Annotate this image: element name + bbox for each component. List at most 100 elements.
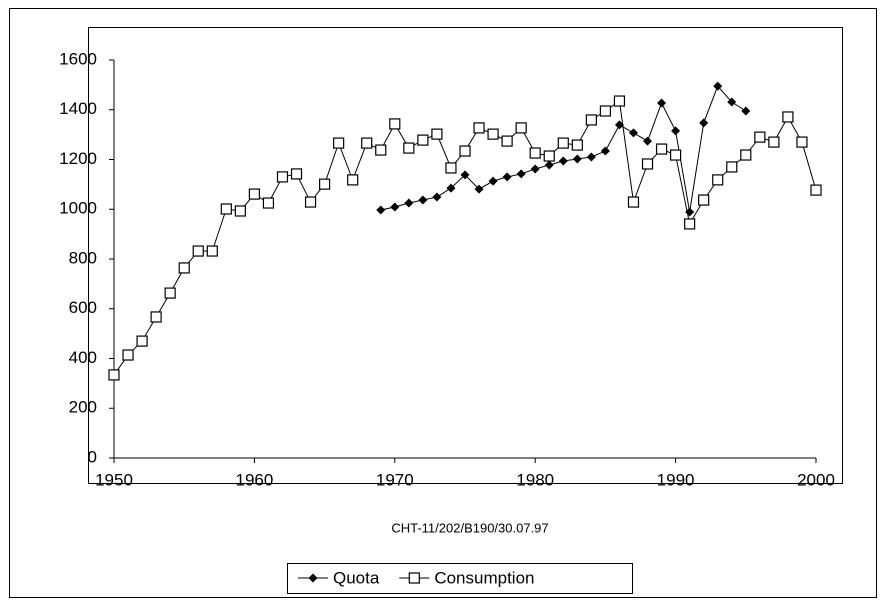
data-point — [754, 131, 766, 143]
data-point — [276, 171, 289, 183]
data-point — [741, 106, 751, 116]
y-tick-label: 1200 — [59, 149, 97, 168]
data-point — [361, 137, 373, 149]
legend — [287, 563, 633, 594]
data-point — [404, 198, 414, 208]
legend-marker — [308, 573, 318, 583]
data-point — [136, 335, 148, 347]
data-point — [768, 136, 780, 148]
data-point — [474, 184, 484, 194]
data-point — [557, 137, 569, 149]
data-point — [627, 196, 640, 208]
data-point — [108, 369, 120, 381]
x-tick-label: 1960 — [235, 470, 273, 489]
data-point — [727, 97, 737, 107]
y-tick-label: 200 — [69, 398, 97, 417]
data-point — [390, 202, 400, 212]
data-point — [782, 111, 794, 123]
data-point — [501, 135, 513, 147]
data-point — [473, 122, 485, 134]
plot-frame — [88, 27, 843, 484]
data-point — [586, 152, 596, 162]
x-tick-label: 1980 — [516, 470, 554, 489]
x-tick-label: 1970 — [376, 470, 414, 489]
data-point — [571, 139, 583, 151]
data-point — [726, 161, 738, 173]
y-tick-label: 800 — [69, 248, 97, 267]
legend-marker — [408, 572, 420, 584]
data-point — [389, 118, 401, 130]
data-point — [572, 154, 582, 164]
data-point — [684, 218, 696, 230]
data-point — [669, 149, 682, 161]
data-point — [304, 196, 317, 208]
data-point — [220, 203, 232, 215]
data-point — [599, 105, 612, 117]
data-point — [698, 194, 710, 206]
data-point — [529, 147, 541, 159]
data-point — [459, 145, 471, 157]
data-point — [122, 349, 134, 361]
data-point — [164, 287, 176, 299]
data-point — [375, 144, 387, 156]
data-point — [403, 142, 415, 154]
data-point — [699, 118, 709, 128]
data-point — [460, 170, 470, 180]
y-tick-label: 1000 — [59, 199, 97, 218]
data-point — [655, 143, 668, 155]
subtitle: CHT-11/202/B190/30.07.97 — [391, 520, 548, 535]
data-point — [178, 262, 190, 274]
data-point — [713, 81, 723, 91]
data-point — [628, 128, 638, 138]
data-point — [740, 149, 752, 161]
data-point — [585, 114, 597, 126]
y-tick-label: 400 — [69, 348, 97, 367]
data-point — [641, 158, 654, 170]
data-point — [487, 128, 499, 140]
data-point — [614, 120, 624, 130]
x-tick-label: 1950 — [95, 470, 133, 489]
y-tick-label: 600 — [69, 298, 97, 317]
legend-label: Quota — [333, 568, 380, 587]
data-point — [516, 169, 526, 179]
data-point — [319, 178, 331, 190]
data-point — [418, 195, 428, 205]
data-point — [796, 136, 808, 148]
data-point — [192, 245, 204, 257]
data-point — [417, 134, 429, 146]
data-point — [544, 160, 554, 170]
data-point — [347, 174, 359, 186]
data-point — [657, 98, 667, 108]
data-point — [515, 122, 527, 134]
data-point — [712, 174, 724, 186]
data-point — [810, 184, 822, 196]
data-point — [502, 172, 512, 182]
legend-label: Consumption — [434, 568, 534, 587]
y-tick-label: 1600 — [59, 49, 97, 68]
data-point — [613, 95, 626, 107]
data-point — [206, 245, 218, 257]
chart-frame — [9, 8, 877, 598]
y-tick-label: 1400 — [59, 99, 97, 118]
data-point — [431, 128, 443, 140]
data-point — [530, 164, 540, 174]
data-point — [150, 311, 162, 323]
data-point — [488, 176, 498, 186]
data-point — [543, 150, 555, 162]
data-point — [643, 136, 653, 146]
data-point — [671, 126, 681, 136]
data-point — [558, 156, 568, 166]
data-point — [234, 205, 246, 217]
data-point — [376, 205, 386, 215]
data-point — [432, 192, 442, 202]
x-tick-label: 1990 — [657, 470, 695, 489]
data-point — [248, 188, 260, 200]
data-point — [600, 146, 610, 156]
data-point — [445, 162, 457, 174]
y-tick-label: 0 — [88, 447, 97, 466]
data-point — [262, 197, 275, 209]
x-tick-label: 2000 — [797, 470, 835, 489]
data-point — [290, 168, 303, 180]
data-point — [446, 183, 456, 193]
